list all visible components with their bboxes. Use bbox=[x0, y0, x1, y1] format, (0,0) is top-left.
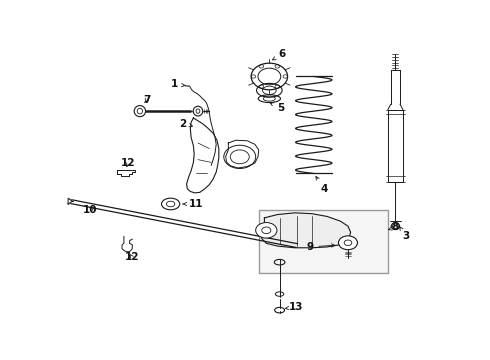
Text: 7: 7 bbox=[143, 95, 150, 105]
Text: 9: 9 bbox=[306, 242, 335, 252]
Text: 11: 11 bbox=[183, 199, 203, 209]
Polygon shape bbox=[261, 213, 351, 248]
Ellipse shape bbox=[162, 198, 180, 210]
Ellipse shape bbox=[134, 105, 146, 117]
Text: 6: 6 bbox=[272, 49, 286, 60]
Text: 1: 1 bbox=[171, 79, 185, 89]
Polygon shape bbox=[68, 198, 73, 204]
Text: 10: 10 bbox=[83, 204, 98, 215]
Circle shape bbox=[339, 236, 358, 250]
Bar bbox=[259, 210, 388, 273]
Bar bbox=[388, 110, 403, 182]
Circle shape bbox=[256, 222, 277, 238]
Text: 4: 4 bbox=[316, 176, 328, 194]
Ellipse shape bbox=[193, 106, 203, 116]
Text: 5: 5 bbox=[270, 103, 284, 113]
Text: 12: 12 bbox=[124, 252, 139, 262]
Text: 12: 12 bbox=[121, 158, 136, 168]
Text: 13: 13 bbox=[286, 302, 304, 312]
Text: 2: 2 bbox=[179, 118, 193, 129]
Text: 3: 3 bbox=[400, 227, 410, 241]
Text: 8: 8 bbox=[389, 222, 399, 232]
